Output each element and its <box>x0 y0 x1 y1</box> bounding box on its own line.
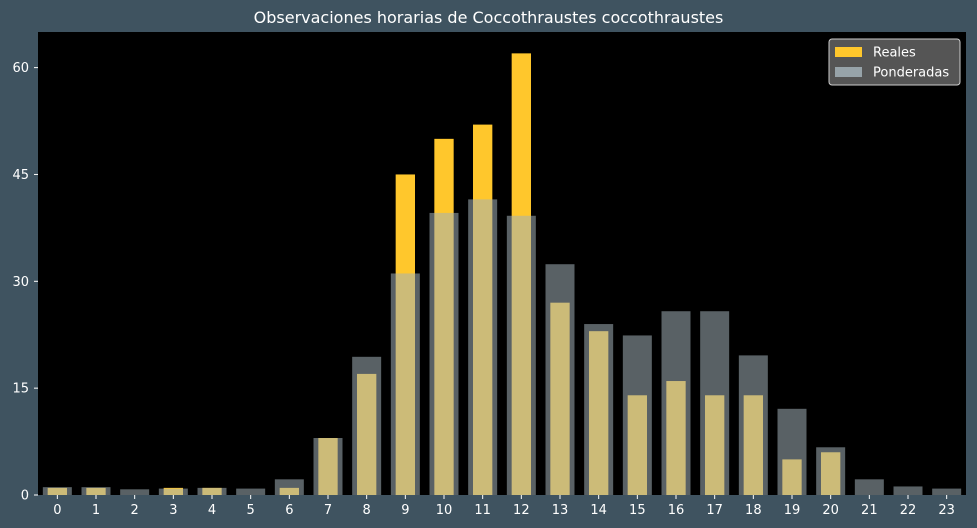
x-tick-label-22: 22 <box>900 503 917 518</box>
bar-ponderadas-14 <box>584 324 614 495</box>
bar-ponderadas-5 <box>236 488 266 495</box>
x-axis: 0 1 2 3 4 5 6 7 8 9 10 11 12 13 14 15 16 17 18 19 20 21 22 23 <box>53 495 955 518</box>
x-tick-label-6: 6 <box>285 503 293 518</box>
bar-ponderadas-22 <box>893 486 923 495</box>
x-tick-label-1: 1 <box>92 503 100 518</box>
bar-ponderadas-0 <box>42 487 72 495</box>
bar-ponderadas-16 <box>661 311 691 495</box>
x-tick-label-13: 13 <box>552 503 569 518</box>
bar-ponderadas-7 <box>313 438 343 495</box>
x-tick-label-18: 18 <box>745 503 762 518</box>
bar-ponderadas-1 <box>81 487 111 495</box>
x-tick-label-15: 15 <box>629 503 646 518</box>
x-tick-label-7: 7 <box>324 503 332 518</box>
x-tick-label-20: 20 <box>822 503 839 518</box>
x-tick-label-5: 5 <box>247 503 255 518</box>
bar-ponderadas-8 <box>352 356 382 495</box>
x-tick-label-10: 10 <box>436 503 453 518</box>
bar-ponderadas-3 <box>158 488 188 495</box>
y-tick-label-60: 60 <box>12 61 29 76</box>
x-tick-label-11: 11 <box>474 503 491 518</box>
chart-title: Observaciones horarias de Coccothraustes… <box>253 8 724 27</box>
bar-ponderadas-15 <box>622 335 652 495</box>
x-tick-label-21: 21 <box>861 503 878 518</box>
legend-label-ponderadas: Ponderadas <box>873 66 949 81</box>
y-tick-label-45: 45 <box>12 168 29 183</box>
y-tick-label-15: 15 <box>12 382 29 397</box>
legend-swatch-ponderadas <box>835 67 862 77</box>
x-tick-label-2: 2 <box>131 503 139 518</box>
x-tick-label-16: 16 <box>668 503 685 518</box>
plot-area <box>38 32 966 495</box>
y-tick-label-30: 30 <box>12 275 29 290</box>
x-tick-label-8: 8 <box>363 503 371 518</box>
bar-ponderadas-18 <box>738 355 768 495</box>
x-tick-label-0: 0 <box>53 503 61 518</box>
bar-ponderadas-20 <box>816 447 846 495</box>
bar-ponderadas-21 <box>854 479 884 495</box>
bar-ponderadas-12 <box>506 215 536 495</box>
bar-ponderadas-23 <box>932 488 962 495</box>
bar-ponderadas-11 <box>468 199 498 495</box>
x-tick-label-19: 19 <box>784 503 801 518</box>
x-tick-label-23: 23 <box>938 503 955 518</box>
x-tick-label-17: 17 <box>706 503 723 518</box>
x-tick-label-14: 14 <box>590 503 607 518</box>
bar-ponderadas-6 <box>274 479 304 495</box>
bar-ponderadas-19 <box>777 408 807 495</box>
series-ponderadas <box>42 199 962 495</box>
x-tick-label-3: 3 <box>169 503 177 518</box>
bar-ponderadas-9 <box>390 273 420 495</box>
x-tick-label-4: 4 <box>208 503 216 518</box>
bar-ponderadas-13 <box>545 264 575 495</box>
bar-ponderadas-17 <box>700 311 730 495</box>
bar-ponderadas-2 <box>120 489 150 495</box>
y-tick-label-0: 0 <box>21 489 29 504</box>
bar-ponderadas-10 <box>429 212 459 495</box>
x-tick-label-12: 12 <box>513 503 530 518</box>
legend-label-reales: Reales <box>873 46 916 61</box>
x-tick-label-9: 9 <box>401 503 409 518</box>
legend-swatch-reales <box>835 47 862 57</box>
legend: Reales Ponderadas <box>828 38 961 86</box>
bar-ponderadas-4 <box>197 487 227 495</box>
y-axis: 0 15 30 45 60 <box>12 61 38 504</box>
